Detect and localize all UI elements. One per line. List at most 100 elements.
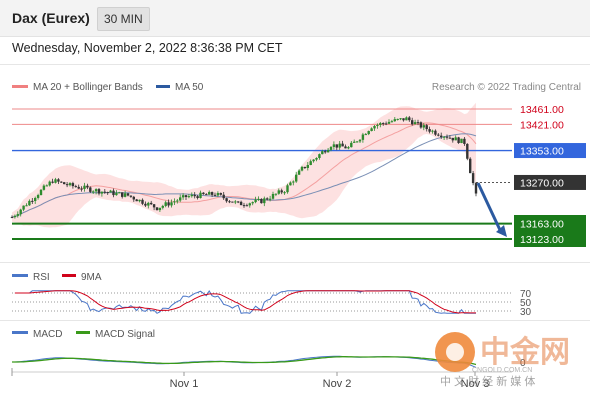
candle-body — [335, 144, 338, 148]
candle-body — [460, 138, 463, 144]
candle-body — [213, 194, 217, 196]
x-tick-nov2: Nov 2 — [323, 378, 352, 390]
ma50-legend-label: MA 50 — [175, 82, 204, 93]
candle-body — [463, 138, 466, 144]
macd-signal-legend-label: MACD Signal — [95, 329, 155, 340]
candle-body — [97, 189, 101, 194]
candle-body — [228, 201, 231, 203]
candle-body — [364, 134, 367, 136]
candle-body — [431, 130, 434, 132]
resistance-2-label: 13421.00 — [520, 119, 564, 131]
candle-body — [138, 199, 141, 202]
candle-body — [469, 158, 472, 174]
candle-body — [445, 136, 449, 138]
support-2-label: 13123.00 — [520, 234, 564, 246]
candle-body — [422, 125, 425, 128]
candle-body — [387, 121, 391, 124]
forecast-arrow-head — [496, 225, 507, 237]
candle-body — [411, 120, 414, 125]
timeframe-button[interactable]: 30 MIN — [97, 7, 150, 31]
divider-price — [0, 262, 590, 263]
chart-datetime: Wednesday, November 2, 2022 8:36:38 PM C… — [12, 41, 283, 55]
candle-body — [48, 181, 51, 186]
watermark-subtitle: 中 文 财 经 新 媒 体 — [440, 374, 535, 388]
candle-body — [25, 205, 28, 207]
candle-body — [248, 203, 251, 206]
candle-body — [303, 166, 307, 168]
candle-body — [237, 201, 240, 203]
candle-body — [129, 195, 133, 197]
candle-body — [260, 198, 263, 204]
candle-body — [251, 202, 254, 204]
candle-body — [271, 193, 275, 199]
candle-body — [92, 191, 95, 193]
candle-body — [382, 123, 385, 125]
candle-body — [147, 202, 150, 206]
candle-body — [413, 122, 417, 125]
candle-body — [196, 196, 199, 199]
rsi-legend-label: RSI — [33, 272, 50, 283]
candle-body — [300, 166, 304, 171]
candle-body — [318, 154, 321, 158]
candle-body — [28, 200, 31, 206]
candle-body — [425, 125, 428, 130]
candle-body — [283, 192, 286, 194]
candle-body — [36, 195, 40, 198]
candle-body — [350, 142, 353, 148]
candle-body — [193, 194, 196, 197]
candle-body — [268, 198, 272, 200]
candle-body — [242, 205, 246, 207]
macd-signal-legend-swatch — [76, 331, 90, 334]
candle-body — [123, 193, 127, 197]
candle-body — [466, 143, 469, 159]
candle-body — [19, 209, 22, 215]
candle-body — [225, 198, 228, 202]
candle-body — [205, 194, 208, 196]
candle-body — [135, 199, 138, 202]
candle-body — [329, 146, 333, 150]
candle-body — [370, 128, 373, 132]
candle-body — [263, 198, 266, 204]
candle-body — [94, 189, 98, 192]
candle-body — [115, 192, 118, 196]
ma20-legend-swatch — [12, 85, 28, 88]
candle-body — [176, 200, 179, 202]
ma20-legend-label: MA 20 + Bollinger Bands — [33, 82, 143, 93]
candle-body — [42, 185, 46, 190]
candle-body — [60, 181, 63, 183]
pivot-label-box — [514, 143, 586, 159]
candle-body — [118, 192, 121, 194]
candle-body — [100, 191, 104, 194]
rsi-9ma-line — [14, 290, 476, 314]
candle-body — [208, 192, 211, 195]
bollinger-band-area — [12, 102, 476, 228]
candle-body — [390, 121, 394, 123]
candle-body — [396, 118, 399, 120]
candle-body — [161, 205, 164, 208]
candle-body — [199, 192, 202, 199]
candle-body — [77, 186, 80, 189]
candle-body — [355, 141, 359, 143]
candle-body — [121, 192, 124, 197]
chart-header: Dax (Eurex) 30 MIN — [0, 0, 590, 37]
candle-body — [326, 149, 330, 153]
candle-body — [16, 214, 19, 216]
candle-body — [347, 147, 350, 149]
candle-body — [306, 165, 309, 168]
candle-body — [89, 187, 92, 192]
candle-body — [57, 179, 60, 182]
pivot-label: 13353.00 — [520, 146, 564, 158]
candle-body — [152, 204, 156, 208]
candle-body — [341, 143, 344, 147]
candle-body — [474, 183, 478, 194]
rsi-tick-30: 30 — [520, 307, 532, 318]
candle-body — [405, 117, 408, 121]
candle-body — [106, 192, 109, 194]
candle-body — [373, 126, 376, 129]
candle-body — [63, 182, 66, 185]
candle-body — [22, 205, 25, 210]
candle-body — [141, 199, 144, 204]
candle-body — [80, 188, 83, 190]
candle-body — [292, 181, 295, 183]
